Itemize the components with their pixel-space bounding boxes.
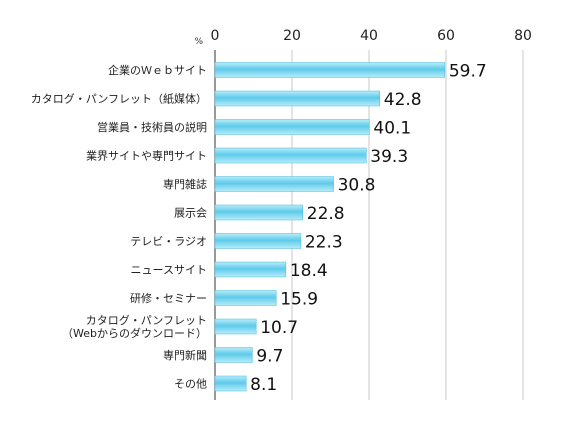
category-label: 専門雑誌 <box>163 177 207 191</box>
category-label: 企業のＷｅｂサイト <box>108 63 207 77</box>
value-label: 30.8 <box>338 176 376 196</box>
category-label: その他 <box>174 378 207 391</box>
value-label: 15.9 <box>280 290 318 310</box>
x-tick-label: 40 <box>360 28 378 44</box>
value-label: 8.1 <box>250 375 277 395</box>
gridlines <box>214 50 524 400</box>
value-label: 10.7 <box>260 318 298 338</box>
category-label: カタログ・パンフレット（紙媒体） <box>31 92 207 106</box>
category-label: 展示会 <box>174 207 207 220</box>
category-label: 営業員・技術員の説明 <box>97 120 207 134</box>
bar <box>214 147 367 164</box>
category-label: ニュースサイト <box>131 264 207 277</box>
bar <box>214 90 381 107</box>
category-label: 業界サイトや専門サイト <box>86 150 207 163</box>
value-label: 40.1 <box>373 119 411 139</box>
x-axis-unit-label: % <box>194 37 203 47</box>
value-label: 18.4 <box>290 261 328 281</box>
bar <box>214 62 446 78</box>
bar <box>214 261 287 278</box>
category-label: テレビ・ラジオ <box>130 235 207 248</box>
bar <box>214 176 334 192</box>
value-labels: 59.7 42.8 40.1 39.3 30.8 22.8 22.3 18.4 15.9 10.7… <box>250 62 487 396</box>
bars <box>214 62 446 392</box>
x-tick-label: 80 <box>514 28 532 44</box>
value-label: 42.8 <box>384 90 422 110</box>
category-label-line: （Webからのダウンロード） <box>62 326 207 340</box>
value-label: 39.3 <box>370 147 408 167</box>
bar <box>214 347 253 363</box>
bar <box>214 375 247 392</box>
value-label: 22.3 <box>305 233 343 253</box>
category-label: 研修・セミナー <box>130 291 207 305</box>
value-label: 59.7 <box>449 62 487 82</box>
category-label: 専門新聞 <box>163 348 207 362</box>
bar <box>214 318 257 335</box>
x-tick-label: 20 <box>283 28 301 44</box>
bar <box>214 233 302 249</box>
bar <box>214 204 304 221</box>
value-label: 9.7 <box>256 347 283 367</box>
category-label: カタログ・パンフレット（Webからのダウンロード） <box>62 313 207 340</box>
x-tick-label: 60 <box>437 28 455 44</box>
x-tick-label: 0 <box>211 28 220 44</box>
category-label-line: カタログ・パンフレット <box>86 313 207 327</box>
bar <box>214 290 277 306</box>
x-axis-ticks: 0 20 40 60 80% <box>194 28 531 47</box>
value-label: 22.8 <box>307 204 345 224</box>
bar <box>214 119 370 135</box>
